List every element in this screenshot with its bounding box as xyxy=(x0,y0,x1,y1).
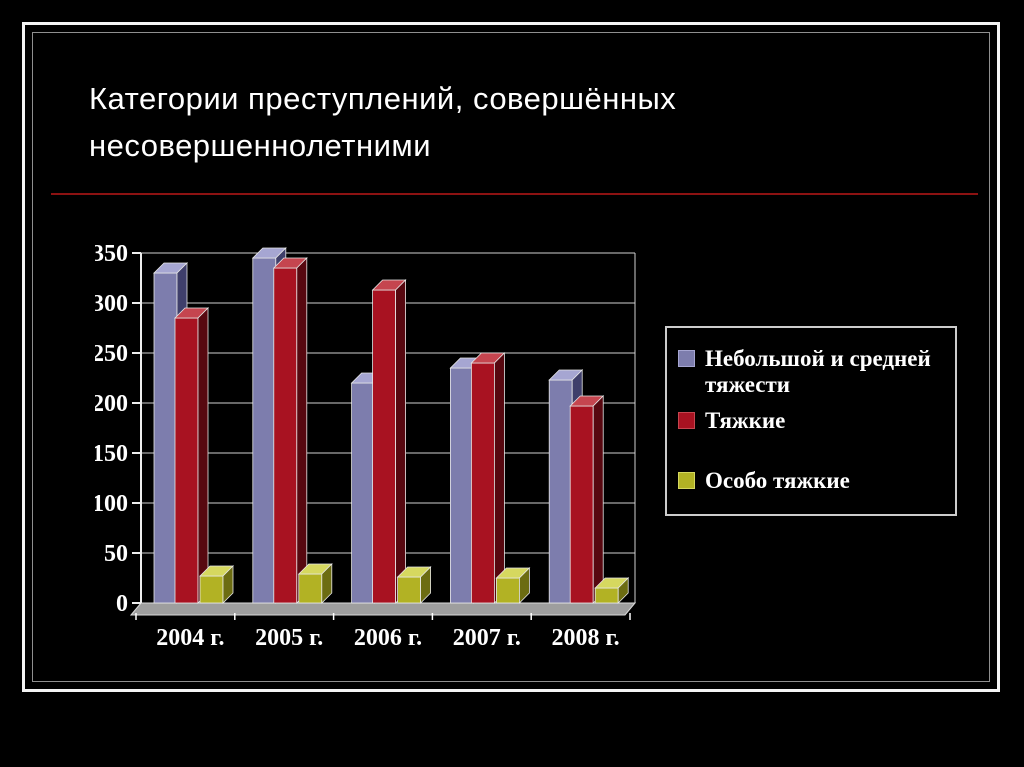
bar-front-s2-c2 xyxy=(397,576,422,604)
bar-side-s1-c0 xyxy=(197,307,209,604)
bar-side-s2-c2 xyxy=(420,566,432,604)
bar-side-s2-c4 xyxy=(617,577,629,604)
chart-floor xyxy=(129,602,637,616)
y-axis-label-350: 350 xyxy=(95,245,128,267)
legend-swatch-series3 xyxy=(678,472,695,489)
slide-title: Категории преступлений, совершённых несо… xyxy=(89,75,969,169)
x-axis-label-2006: 2006 г. xyxy=(354,625,422,651)
bar-front-s1-c2 xyxy=(372,289,397,604)
y-axis-label-150: 150 xyxy=(95,441,128,467)
bar-front-s2-c4 xyxy=(594,587,619,604)
bar-front-s2-c3 xyxy=(495,577,520,604)
legend-item-series3: Особо тяжкие xyxy=(677,468,945,494)
legend-item-series2: Тяжкие xyxy=(677,408,945,434)
x-axis-label-2004: 2004 г. xyxy=(156,625,224,651)
bar-front-s0-c1 xyxy=(252,257,277,604)
y-axis-label-0: 0 xyxy=(116,591,128,617)
x-axis-label-2008: 2008 г. xyxy=(551,625,619,651)
x-axis-label-2007: 2007 г. xyxy=(453,625,521,651)
bar-side-s1-c3 xyxy=(493,352,505,604)
title-divider-line xyxy=(51,193,978,195)
chart-canvas: 0 50 100 150 200 250 300 350 2004 г. 2005 г. 2006 … xyxy=(92,241,637,651)
bar-side-s1-c2 xyxy=(395,279,407,604)
chart-legend: Небольшой и средней тяжести Тяжкие Особо… xyxy=(665,326,957,516)
bar-front-s0-c4 xyxy=(548,379,573,604)
y-axis-label-100: 100 xyxy=(95,491,128,517)
y-axis-label-300: 300 xyxy=(95,291,128,317)
bar-chart-3d: 0 50 100 150 200 250 300 350 2004 г. 2005 г. 2006 … xyxy=(92,241,675,657)
x-axis-label-2005: 2005 г. xyxy=(255,625,323,651)
bar-front-s1-c0 xyxy=(174,317,199,604)
bar-front-s0-c2 xyxy=(351,382,376,604)
bar-side-s1-c1 xyxy=(296,257,308,604)
y-axis-label-200: 200 xyxy=(95,391,128,417)
bar-side-s2-c1 xyxy=(321,563,333,604)
bar-front-s1-c1 xyxy=(273,267,298,604)
bar-front-s2-c1 xyxy=(298,573,323,604)
bar-side-s1-c4 xyxy=(592,395,604,604)
presentation-slide: Категории преступлений, совершённых несо… xyxy=(22,22,1000,692)
bar-front-s2-c0 xyxy=(199,575,224,604)
bar-front-s0-c3 xyxy=(449,367,474,604)
legend-label-series1: Небольшой и средней тяжести xyxy=(705,346,931,397)
bar-front-s1-c3 xyxy=(470,362,495,604)
y-axis-label-250: 250 xyxy=(95,341,128,367)
legend-label-series3: Особо тяжкие xyxy=(705,468,850,493)
slide-title-line-1: Категории преступлений, совершённых xyxy=(89,81,677,116)
legend-item-series1: Небольшой и средней тяжести xyxy=(677,346,945,398)
y-axis-label-50: 50 xyxy=(104,541,128,567)
legend-swatch-series2 xyxy=(678,412,695,429)
slide-title-line-2: несовершеннолетними xyxy=(89,128,432,163)
bar-front-s1-c4 xyxy=(569,405,594,604)
bar-front-s0-c0 xyxy=(153,272,178,604)
legend-swatch-series1 xyxy=(678,350,695,367)
bar-side-s2-c0 xyxy=(222,565,234,604)
legend-label-series2: Тяжкие xyxy=(705,408,786,433)
bar-side-s2-c3 xyxy=(518,567,530,604)
